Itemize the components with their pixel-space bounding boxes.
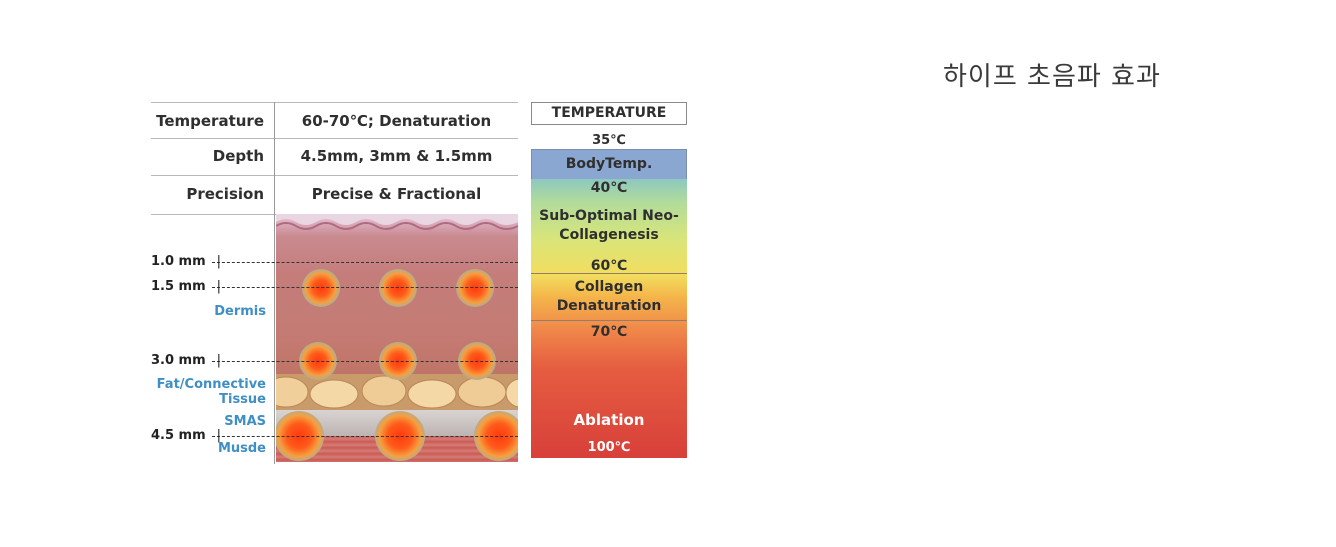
zone-separator <box>531 273 687 274</box>
layer-label-muscle: Musde <box>217 441 266 456</box>
property-value: 4.5mm, 3mm & 1.5mm <box>300 147 493 165</box>
property-label: Depth <box>212 147 264 165</box>
temperature-gradient: 40℃ Sub-Optimal Neo-Collagenesis 60℃ Col… <box>531 179 687 458</box>
layer-label-dermis: Dermis <box>214 304 266 319</box>
layer-label-fat: Fat/Connective Tissue <box>156 377 266 407</box>
property-value: Precise & Fractional <box>311 185 482 203</box>
property-label: Precision <box>186 185 264 203</box>
depth-label: 1.0 mm <box>151 254 221 269</box>
depth-line-4-5mm <box>212 436 518 437</box>
depth-label: 4.5 mm <box>151 428 221 443</box>
depth-line-1-5mm <box>212 287 518 288</box>
ablation-label: Ablation <box>573 411 645 429</box>
focal-point-1-5mm <box>456 269 494 307</box>
temperature-title: TEMPERATURE <box>531 102 687 125</box>
zone-separator <box>531 320 687 321</box>
temp-40: 40℃ <box>590 180 628 196</box>
collagen-label: Collagen Denaturation <box>556 279 662 314</box>
body-temp-band: BodyTemp. <box>531 149 687 180</box>
temp-60: 60℃ <box>590 258 628 274</box>
property-row-temperature: Temperature 60-70℃; Denaturation <box>151 102 518 139</box>
page-title: 하이프 초음파 효과 <box>943 62 1161 92</box>
temperature-scale: TEMPERATURE 35℃ BodyTemp. 40℃ Sub-Optima… <box>531 102 687 460</box>
sub-optimal-label: Sub-Optimal Neo-Collagenesis <box>539 208 679 243</box>
properties-table: Temperature 60-70℃; Denaturation Depth 4… <box>151 102 518 215</box>
property-label: Temperature <box>156 112 264 130</box>
layer-label-smas: SMAS <box>224 414 266 429</box>
depth-line-3mm <box>212 361 518 362</box>
temp-35: 35℃ <box>592 133 626 148</box>
temp-100: 100℃ <box>587 440 631 455</box>
focal-point-1-5mm <box>302 269 340 307</box>
skin-cross-section <box>276 214 518 462</box>
depth-line-1mm <box>212 262 518 263</box>
fat-layer <box>276 374 518 410</box>
temp-70: 70℃ <box>590 324 628 340</box>
focal-point-1-5mm <box>379 269 417 307</box>
property-row-precision: Precision Precise & Fractional <box>151 176 518 215</box>
property-row-depth: Depth 4.5mm, 3mm & 1.5mm <box>151 139 518 176</box>
epidermis-wave <box>276 214 518 230</box>
table-divider <box>274 102 275 464</box>
depth-label: 1.5 mm <box>151 279 221 294</box>
depth-label: 3.0 mm <box>151 353 221 368</box>
property-value: 60-70℃; Denaturation <box>301 112 492 130</box>
